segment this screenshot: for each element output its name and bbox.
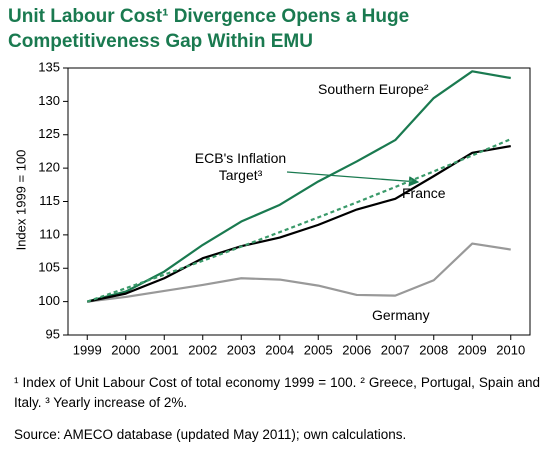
x-tick-label: 2000 [111, 342, 140, 357]
series-label: Germany [372, 307, 430, 323]
x-tick-label: 2008 [419, 342, 448, 357]
y-tick-label: 125 [38, 126, 60, 141]
x-tick-label: 2007 [381, 342, 410, 357]
y-tick-label: 135 [38, 59, 60, 74]
y-tick-label: 95 [46, 326, 60, 341]
y-tick-label: 120 [38, 160, 60, 175]
y-axis-label: Index 1999 = 100 [13, 150, 28, 251]
label-arrow [286, 171, 420, 187]
x-tick-label: 1999 [73, 342, 102, 357]
series-line [87, 145, 511, 303]
x-tick-label: 2003 [227, 342, 256, 357]
y-tick-label: 115 [39, 193, 60, 208]
series-line [86, 138, 512, 303]
series-label: Southern Europe² [318, 81, 429, 97]
footnote: ¹ Index of Unit Labour Cost of total eco… [14, 375, 540, 410]
title-line: Unit Labour Cost¹ Divergence Opens a Hug… [8, 6, 410, 27]
y-tick-label: 110 [39, 226, 60, 241]
series-line [86, 70, 511, 303]
x-tick-label: 2010 [496, 342, 525, 357]
x-tick-label: 2001 [150, 342, 179, 357]
x-tick-label: 2002 [188, 342, 217, 357]
x-tick-label: 2005 [304, 342, 333, 357]
x-tick-label: 2006 [342, 342, 371, 357]
y-tick-label: 100 [38, 293, 60, 308]
series-label: ECB's Inflation Target³ [194, 150, 287, 183]
chart: Index 1999 = 100 95 100 105 110 115 120 125 130… [13, 59, 531, 357]
x-tick-label: 2009 [458, 342, 487, 357]
title-line: Competitiveness Gap Within EMU [8, 31, 313, 52]
source: Source: AMECO database (updated May 2011… [14, 427, 407, 442]
x-tick-label: 2004 [265, 342, 294, 357]
series-label: France [402, 185, 446, 201]
y-tick-label: 130 [38, 93, 60, 108]
series-line [87, 242, 511, 303]
y-tick-label: 105 [38, 260, 60, 275]
chart-title: Unit Labour Cost¹ Divergence Opens a Hug… [8, 4, 409, 54]
